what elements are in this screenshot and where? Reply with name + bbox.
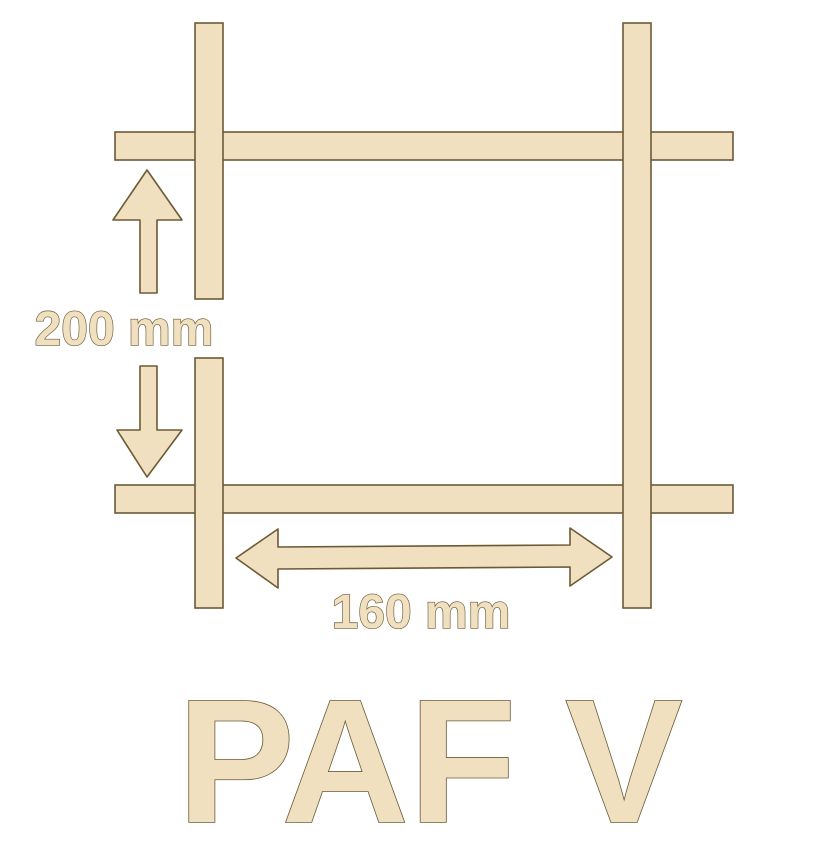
right-vertical-wire xyxy=(622,22,652,609)
wire-crossing xyxy=(196,486,222,512)
down-arrow-icon xyxy=(116,365,183,478)
left-vertical-wire-upper xyxy=(194,22,224,300)
left-vertical-wire-lower xyxy=(194,357,224,609)
wire-crossing xyxy=(624,133,650,159)
width-dimension-label: 160 mm xyxy=(332,586,511,639)
height-dimension-label: 200 mm xyxy=(35,303,214,356)
up-arrow-icon xyxy=(112,169,183,294)
double-headed-arrow-icon xyxy=(235,527,613,589)
wire-crossing xyxy=(196,133,222,159)
wire-crossing xyxy=(624,486,650,512)
product-name: PAF V xyxy=(177,664,682,857)
